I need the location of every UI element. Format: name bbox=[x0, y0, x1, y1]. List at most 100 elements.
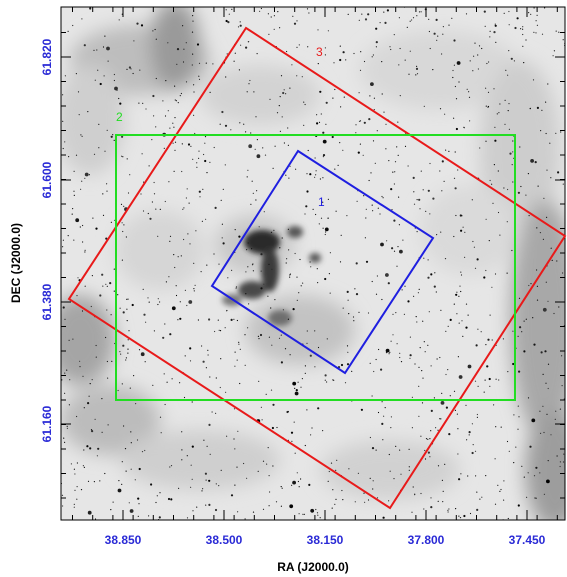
star bbox=[127, 298, 129, 300]
star bbox=[129, 387, 131, 389]
star bbox=[476, 491, 478, 493]
star bbox=[478, 45, 481, 47]
star bbox=[72, 338, 74, 340]
star bbox=[555, 410, 557, 412]
star bbox=[87, 402, 90, 405]
star bbox=[181, 449, 183, 451]
star bbox=[453, 177, 456, 179]
star bbox=[424, 458, 427, 460]
star bbox=[389, 351, 391, 353]
star bbox=[528, 215, 530, 217]
star bbox=[397, 154, 399, 156]
star bbox=[329, 252, 331, 254]
star bbox=[196, 506, 198, 508]
star bbox=[104, 35, 106, 37]
star bbox=[422, 189, 424, 191]
star bbox=[512, 362, 515, 366]
star bbox=[536, 285, 539, 287]
star bbox=[91, 275, 93, 277]
star bbox=[497, 170, 499, 172]
star bbox=[365, 260, 369, 263]
star bbox=[535, 32, 537, 34]
star bbox=[453, 64, 455, 66]
star bbox=[316, 268, 318, 270]
star bbox=[117, 488, 122, 493]
star bbox=[385, 352, 388, 354]
star bbox=[525, 194, 527, 196]
star bbox=[144, 449, 146, 452]
star bbox=[485, 105, 487, 107]
star bbox=[458, 478, 461, 481]
star bbox=[480, 331, 482, 333]
footprint-1 bbox=[210, 149, 435, 375]
star bbox=[383, 415, 385, 417]
star bbox=[227, 277, 229, 279]
star bbox=[160, 432, 162, 434]
star bbox=[239, 21, 241, 23]
star bbox=[67, 235, 69, 237]
star bbox=[385, 348, 390, 353]
star bbox=[62, 147, 64, 150]
star bbox=[347, 13, 349, 15]
star bbox=[517, 335, 519, 337]
star bbox=[539, 410, 541, 412]
star bbox=[91, 430, 94, 433]
star bbox=[562, 183, 564, 185]
star bbox=[440, 401, 445, 405]
star bbox=[96, 455, 98, 457]
star bbox=[437, 429, 439, 431]
star bbox=[409, 336, 411, 338]
star bbox=[192, 20, 194, 22]
star bbox=[441, 479, 443, 481]
star bbox=[535, 497, 537, 499]
star bbox=[502, 338, 504, 340]
star bbox=[383, 111, 385, 113]
star bbox=[231, 269, 233, 271]
star bbox=[68, 339, 70, 341]
star bbox=[417, 292, 419, 294]
star bbox=[152, 30, 154, 32]
star bbox=[233, 318, 235, 320]
star bbox=[522, 45, 524, 47]
star bbox=[335, 469, 337, 471]
star bbox=[177, 102, 179, 104]
star bbox=[84, 177, 86, 179]
star bbox=[318, 121, 321, 123]
star bbox=[411, 427, 413, 429]
star bbox=[392, 334, 394, 336]
star bbox=[469, 120, 471, 122]
star bbox=[465, 404, 467, 406]
star bbox=[235, 286, 238, 288]
star bbox=[198, 78, 201, 80]
star bbox=[369, 436, 371, 439]
star bbox=[387, 282, 390, 285]
star bbox=[273, 229, 275, 231]
star bbox=[368, 118, 371, 121]
star bbox=[255, 199, 257, 201]
star bbox=[87, 480, 90, 482]
star bbox=[317, 514, 319, 516]
star bbox=[393, 478, 395, 480]
star bbox=[169, 333, 172, 336]
star bbox=[329, 292, 331, 294]
star bbox=[322, 156, 324, 158]
star bbox=[518, 416, 520, 418]
star bbox=[357, 151, 360, 154]
star bbox=[559, 461, 562, 463]
star bbox=[291, 484, 293, 486]
star bbox=[258, 226, 260, 228]
star bbox=[460, 229, 463, 232]
star bbox=[381, 93, 383, 95]
star bbox=[184, 355, 186, 357]
star bbox=[107, 377, 109, 379]
star bbox=[363, 195, 365, 197]
star bbox=[476, 413, 478, 416]
star bbox=[291, 64, 293, 66]
star bbox=[147, 297, 149, 299]
star bbox=[476, 258, 479, 261]
star bbox=[378, 348, 380, 351]
star bbox=[84, 251, 86, 253]
star bbox=[172, 122, 174, 124]
star bbox=[429, 438, 431, 440]
star bbox=[80, 134, 82, 136]
